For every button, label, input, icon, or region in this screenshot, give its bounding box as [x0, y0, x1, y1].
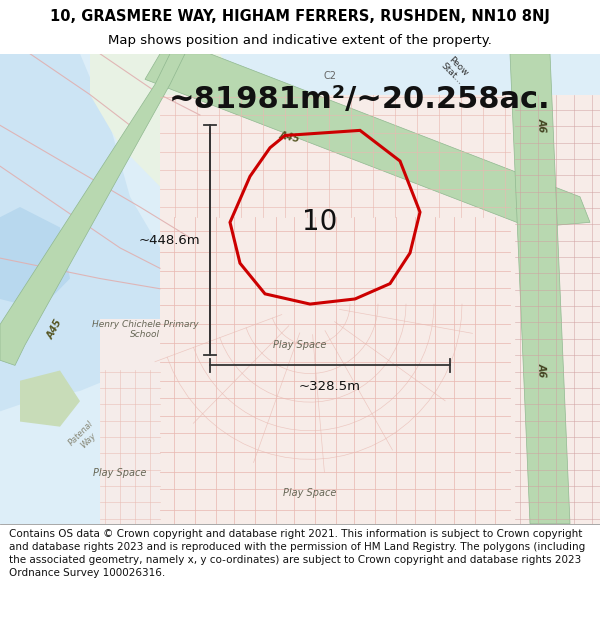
- Text: A45: A45: [278, 131, 301, 144]
- Text: A6: A6: [537, 363, 547, 378]
- Polygon shape: [0, 54, 185, 366]
- Text: ~81981m²/~20.258ac.: ~81981m²/~20.258ac.: [169, 85, 551, 114]
- Text: Peow
Stat...: Peow Stat...: [439, 54, 472, 86]
- Text: 10, GRASMERE WAY, HIGHAM FERRERS, RUSHDEN, NN10 8NJ: 10, GRASMERE WAY, HIGHAM FERRERS, RUSHDE…: [50, 9, 550, 24]
- Polygon shape: [90, 54, 260, 197]
- Text: A45: A45: [46, 318, 64, 341]
- Text: A6: A6: [537, 118, 547, 132]
- Text: ~448.6m: ~448.6m: [139, 234, 200, 247]
- Text: 10: 10: [302, 208, 338, 236]
- Text: Map shows position and indicative extent of the property.: Map shows position and indicative extent…: [108, 34, 492, 47]
- Polygon shape: [20, 371, 80, 427]
- Polygon shape: [510, 54, 570, 524]
- Polygon shape: [0, 54, 180, 411]
- Polygon shape: [0, 207, 70, 309]
- Text: Play Space: Play Space: [283, 488, 337, 498]
- Text: Patenal
Way: Patenal Way: [67, 419, 103, 455]
- Polygon shape: [100, 319, 160, 524]
- Text: Play Space: Play Space: [274, 340, 326, 350]
- Text: Henry Chichele Primary
School: Henry Chichele Primary School: [92, 320, 199, 339]
- Text: C2: C2: [323, 71, 337, 81]
- Polygon shape: [160, 94, 600, 524]
- Text: Contains OS data © Crown copyright and database right 2021. This information is : Contains OS data © Crown copyright and d…: [9, 529, 585, 578]
- Text: Play Space: Play Space: [94, 468, 146, 478]
- Text: ~328.5m: ~328.5m: [299, 379, 361, 392]
- Polygon shape: [145, 54, 590, 228]
